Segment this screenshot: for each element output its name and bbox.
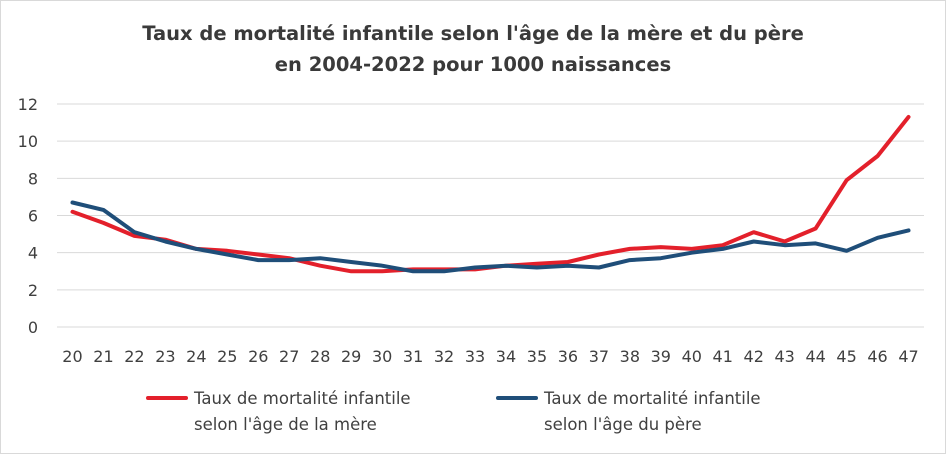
x-tick-label: 32 (434, 347, 454, 366)
y-tick-label: 12 (18, 95, 38, 114)
y-axis: 0 2 4 6 8 10 12 (18, 95, 38, 337)
legend-label-1: selon l'âge de la mère (194, 415, 377, 434)
y-tick-label: 2 (28, 281, 38, 300)
x-tick-label: 41 (713, 347, 733, 366)
x-axis: 20 21 22 23 24 25 26 27 28 29 30 31 32 33 34 35 36 37 38 39… (62, 347, 918, 366)
legend-label-2: selon l'âge du père (544, 415, 702, 434)
chart-title: Taux de mortalité infantile selon l'âge … (142, 22, 804, 76)
x-tick-label: 34 (496, 347, 516, 366)
x-tick-label: 27 (279, 347, 299, 366)
x-tick-label: 21 (93, 347, 113, 366)
legend: Taux de mortalité infantile selon l'âge d… (146, 389, 761, 434)
y-tick-label: 6 (28, 207, 38, 226)
x-tick-label: 33 (465, 347, 485, 366)
legend-label-2: Taux de mortalité infantile (543, 389, 761, 408)
y-tick-label: 10 (18, 132, 38, 151)
y-tick-label: 8 (28, 169, 38, 188)
x-tick-label: 46 (867, 347, 887, 366)
y-tick-label: 4 (28, 244, 38, 263)
x-tick-label: 44 (805, 347, 825, 366)
x-tick-label: 36 (558, 347, 578, 366)
x-tick-label: 30 (372, 347, 392, 366)
x-tick-label: 23 (155, 347, 175, 366)
x-tick-label: 39 (651, 347, 671, 366)
x-tick-label: 26 (248, 347, 268, 366)
x-tick-label: 20 (62, 347, 82, 366)
x-tick-label: 37 (589, 347, 609, 366)
x-tick-label: 45 (836, 347, 856, 366)
y-tick-label: 0 (28, 318, 38, 337)
gridlines (57, 103, 924, 328)
x-tick-label: 24 (186, 347, 206, 366)
x-tick-label: 47 (898, 347, 918, 366)
legend-label-1: Taux de mortalité infantile (193, 389, 411, 408)
x-tick-label: 25 (217, 347, 237, 366)
chart-title-line-2: en 2004-2022 pour 1000 naissances (275, 53, 671, 76)
x-tick-label: 42 (744, 347, 764, 366)
x-tick-label: 28 (310, 347, 330, 366)
series-lines (70, 115, 911, 274)
x-tick-label: 35 (527, 347, 547, 366)
chart-title-line-1: Taux de mortalité infantile selon l'âge … (142, 22, 804, 45)
x-tick-label: 40 (682, 347, 702, 366)
series-line-2 (70, 200, 911, 274)
x-tick-label: 43 (774, 347, 794, 366)
x-tick-label: 38 (620, 347, 640, 366)
x-tick-label: 22 (124, 347, 144, 366)
x-tick-label: 31 (403, 347, 423, 366)
x-tick-label: 29 (341, 347, 361, 366)
